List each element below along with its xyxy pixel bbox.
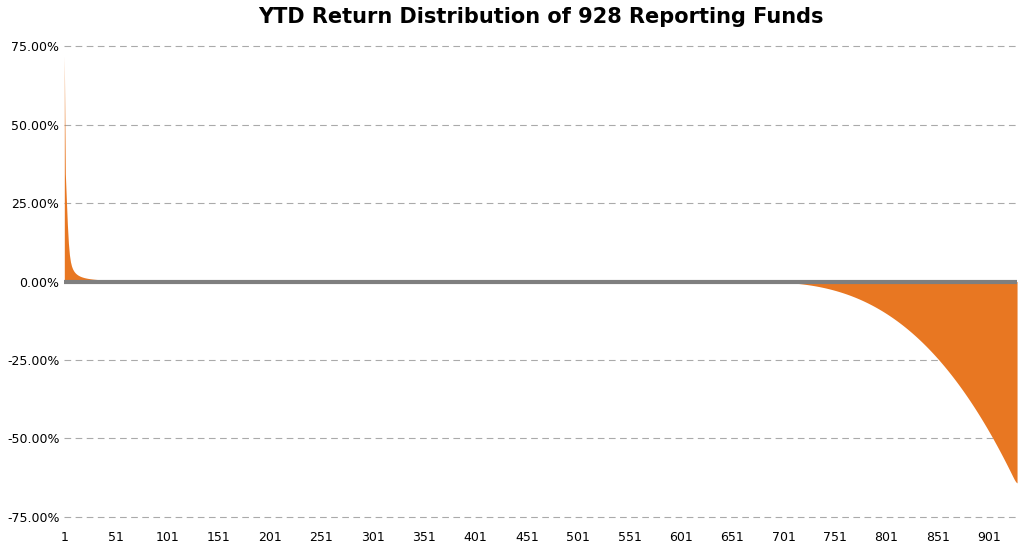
Title: YTD Return Distribution of 928 Reporting Funds: YTD Return Distribution of 928 Reporting… bbox=[258, 7, 823, 27]
